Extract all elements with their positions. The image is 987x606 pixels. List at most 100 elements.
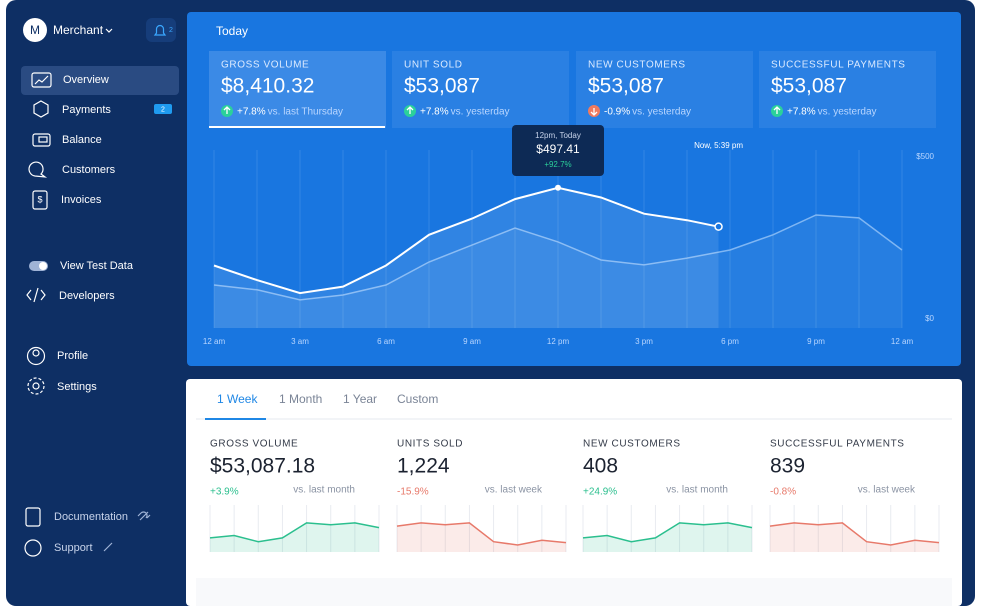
metric-label: GROSS VOLUME: [221, 60, 309, 71]
metric-change: +7.8%: [237, 107, 266, 118]
today-line: [213, 186, 719, 295]
summary-footer: [196, 578, 952, 606]
summary-compare: vs. last month: [293, 485, 355, 496]
summary-label: NEW CUSTOMERS: [583, 439, 681, 450]
payments-badge: [154, 104, 172, 114]
metric-value: $8,410.32: [221, 75, 314, 98]
summary-value: 839: [770, 455, 805, 478]
link-icons: [103, 511, 151, 552]
nav-documentation[interactable]: Documentation: [54, 511, 128, 523]
settings-icon: [27, 377, 45, 395]
period-tab[interactable]: Custom: [397, 392, 438, 406]
metric-change: +7.8%: [787, 107, 816, 118]
summary-label: SUCCESSFUL PAYMENTS: [770, 439, 905, 450]
spark-area: [583, 522, 752, 552]
x-tick-label: 12 am: [891, 337, 914, 346]
nav-active-bg: [21, 66, 179, 95]
period-tab[interactable]: 1 Week: [217, 392, 258, 406]
summary-compare: vs. last week: [858, 485, 916, 496]
metric-change: +7.8%: [420, 107, 449, 118]
nav-settings[interactable]: Settings: [57, 381, 97, 393]
avatar-letter: M: [30, 23, 40, 37]
metric-selected-underline: [209, 126, 385, 128]
metric-compare: vs. last Thursday: [268, 107, 343, 118]
trend-arrow: [406, 106, 414, 114]
settings-icon-core: [32, 382, 40, 390]
payments-badge-count: 2: [161, 106, 165, 113]
summary-compare: vs. last month: [666, 485, 728, 496]
metric-box[interactable]: [759, 51, 936, 128]
nav-payments[interactable]: Payments: [62, 104, 111, 116]
support-icon: [24, 539, 42, 557]
tab-underline: [205, 418, 266, 420]
summary-panel: [186, 379, 962, 606]
period-tab[interactable]: 1 Month: [279, 392, 322, 406]
series-area: [214, 215, 902, 328]
balance-icon-inner: [38, 136, 48, 143]
summary-value: 408: [583, 455, 618, 478]
summary-value: 1,224: [397, 455, 450, 478]
x-tick-label: 6 pm: [721, 337, 739, 346]
comparison-line: [213, 214, 903, 301]
metric-label: NEW CUSTOMERS: [588, 60, 686, 71]
x-tick-label: 12 am: [203, 337, 226, 346]
sparkline: [209, 522, 380, 543]
period-tab[interactable]: 1 Year: [343, 392, 377, 406]
nav-invoices[interactable]: Invoices: [61, 194, 102, 206]
summary-label: GROSS VOLUME: [210, 439, 298, 450]
metric-box[interactable]: [209, 51, 386, 128]
x-tick-label: 6 am: [377, 337, 395, 346]
nav-customers[interactable]: Customers: [62, 164, 116, 176]
nav-overview[interactable]: Overview: [63, 74, 109, 86]
trend-arrow: [590, 108, 598, 116]
avatar[interactable]: [23, 18, 47, 42]
account-name[interactable]: Merchant: [53, 23, 104, 37]
payments-icon: [33, 100, 49, 118]
summary-change: +24.9%: [583, 487, 617, 498]
doc-icon: [25, 507, 41, 527]
now-label: Now, 5:39 pm: [694, 141, 743, 150]
spark-area: [397, 522, 566, 552]
metric-compare: vs. yesterday: [632, 107, 691, 118]
account-caret: [105, 28, 113, 33]
summary-change: -15.9%: [397, 487, 429, 498]
metric-value: $53,087: [588, 75, 664, 98]
nav-balance[interactable]: Balance: [62, 134, 102, 146]
overview-icon-line: [34, 75, 49, 85]
developers-icon: [26, 287, 46, 303]
x-tick-label: 9 pm: [807, 337, 825, 346]
tooltip-change: +92.7%: [544, 160, 571, 169]
tooltip-value: $497.41: [536, 142, 580, 156]
nav-support[interactable]: Support: [54, 542, 93, 554]
x-tick-label: 3 pm: [635, 337, 653, 346]
spark-area: [210, 522, 379, 552]
notification-button[interactable]: [146, 18, 176, 42]
spark-area: [770, 522, 939, 552]
invoice-icon-symbol: $: [37, 194, 42, 204]
summary-label: UNITS SOLD: [397, 439, 463, 450]
y-tick-label: $0: [925, 314, 934, 323]
metric-label: SUCCESSFUL PAYMENTS: [771, 60, 906, 71]
metric-box[interactable]: [392, 51, 569, 128]
summary-change: +3.9%: [210, 487, 239, 498]
invoices-icon: [32, 190, 48, 210]
nav-developers[interactable]: Developers: [59, 290, 115, 302]
tooltip-time: 12pm, Today: [535, 131, 581, 140]
overview-icon: [31, 72, 52, 88]
toggle-knob: [39, 262, 47, 270]
summary-compare: vs. last week: [485, 485, 543, 496]
metric-box[interactable]: [576, 51, 753, 128]
metric-value: $53,087: [404, 75, 480, 98]
customers-icon: [28, 161, 48, 178]
tooltip-marker: [555, 184, 561, 191]
test-data-toggle[interactable]: View Test Data: [60, 260, 134, 272]
nav-profile[interactable]: Profile: [57, 350, 88, 362]
bell-icon: [153, 24, 167, 36]
metric-compare: vs. yesterday: [451, 107, 510, 118]
x-tick-label: 3 am: [291, 337, 309, 346]
x-tick-label: 12 pm: [547, 337, 570, 346]
sparkline: [582, 522, 753, 543]
today-title: Today: [216, 24, 248, 38]
